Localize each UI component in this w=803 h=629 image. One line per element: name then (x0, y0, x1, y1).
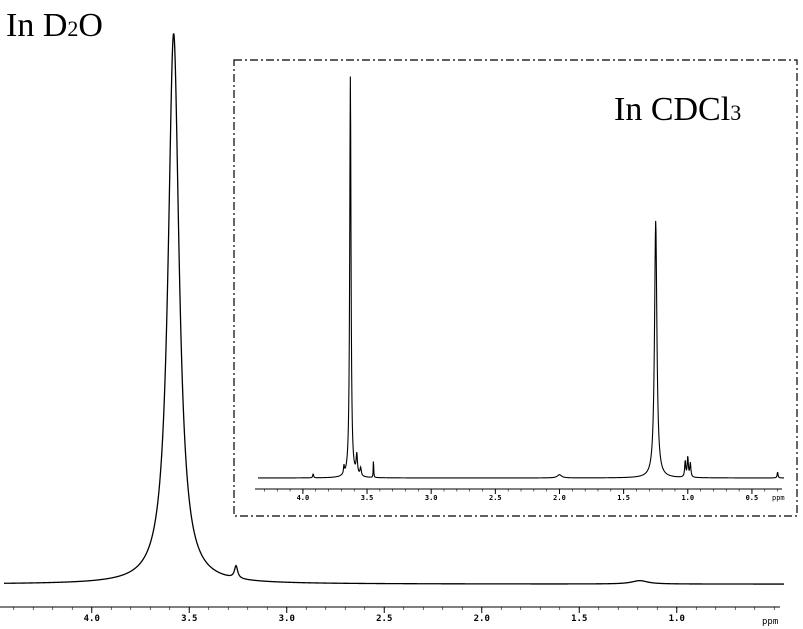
x-tick-label: 2.0 (553, 494, 566, 502)
x-tick-label: 3.0 (425, 494, 438, 502)
x-tick-label: 3.5 (181, 614, 197, 624)
main-chart-title: In D2O (6, 7, 103, 44)
x-tick-label: 1.5 (571, 614, 587, 624)
inset-spectrum-trace (258, 76, 785, 479)
x-tick-label: 0.5 (746, 494, 759, 502)
x-tick-label: 1.0 (669, 614, 685, 624)
inset-chart-cdcl3: In CDCl3 4.0 3.5 3.0 2.5 2.0 1.5 1.0 0.5 ppm (233, 59, 798, 517)
inset-frame (233, 59, 798, 517)
x-tick-label: 4.0 (297, 494, 310, 502)
main-x-ticks: 4.0 3.5 3.0 2.5 2.0 1.5 1.0 (13, 607, 775, 624)
inset-chart-title: In CDCl3 (614, 91, 741, 128)
x-tick-label: 2.0 (474, 614, 490, 624)
main-spectrum-trace (4, 33, 784, 585)
inset-x-unit-label: ppm (772, 494, 785, 502)
x-tick-label: 2.5 (489, 494, 502, 502)
x-tick-label: 3.5 (361, 494, 374, 502)
main-chart-d2o: In D2O 4.0 3.5 3.0 2.5 2.0 1.5 1.0 ppm (0, 7, 784, 627)
x-tick-label: 4.0 (84, 614, 100, 624)
x-tick-label: 2.5 (376, 614, 392, 624)
x-tick-label: 1.0 (681, 494, 694, 502)
main-x-unit-label: ppm (762, 617, 778, 627)
inset-x-ticks: 4.0 3.5 3.0 2.5 2.0 1.5 1.0 0.5 (264, 489, 778, 502)
x-tick-label: 1.5 (617, 494, 630, 502)
x-tick-label: 3.0 (279, 614, 295, 624)
